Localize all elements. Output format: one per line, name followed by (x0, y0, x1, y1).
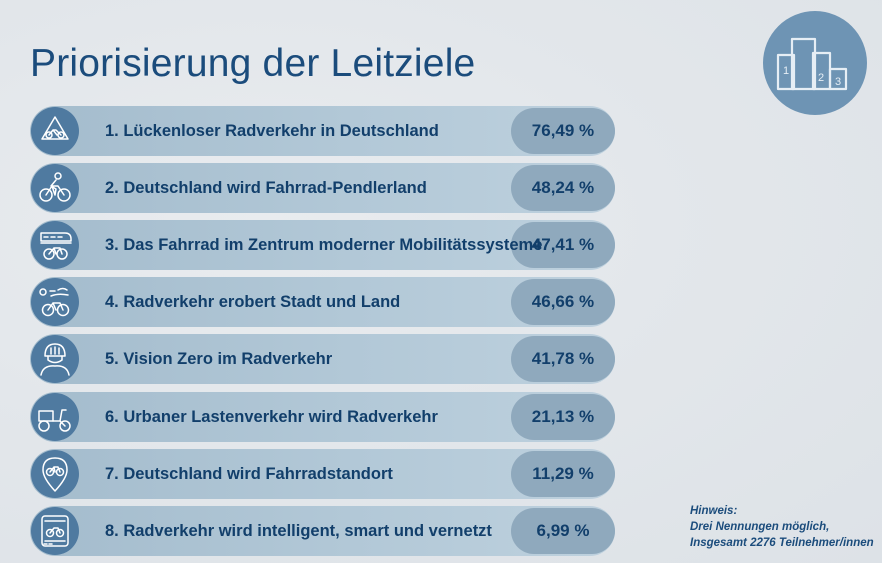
podium-number-2: 2 (818, 72, 824, 84)
bar-row: 76,49 % 1. Lückenloser Radverkehr in Deut… (30, 106, 615, 156)
note: Hinweis: Drei Nennungen möglich, Insgesa… (690, 503, 878, 551)
bar-label: 4. Radverkehr erobert Stadt und Land (105, 277, 400, 327)
bar-label: 5. Vision Zero im Radverkehr (105, 334, 332, 384)
bar-value: 41,78 % (511, 336, 615, 382)
location-pin-bicycle-icon (31, 450, 79, 498)
bar-value: 6,99 % (511, 508, 615, 554)
cyclist-icon (31, 164, 79, 212)
bar-label: 6. Urbaner Lastenverkehr wird Radverkehr (105, 392, 438, 442)
bar-value: 76,49 % (511, 108, 615, 154)
bar-row: 48,24 % 2. Deutschland wird Fahrrad-Pendl… (30, 163, 615, 213)
bar-value: 21,13 % (511, 394, 615, 440)
bar-row: 21,13 % 6. Urbaner Lastenverkehr wird Rad… (30, 392, 615, 442)
cargo-bike-icon (31, 393, 79, 441)
page-title: Priorisierung der Leitziele (30, 42, 475, 86)
note-line-1: Drei Nennungen möglich, (690, 519, 878, 535)
bar-value: 11,29 % (511, 451, 615, 497)
bar-row: 47,41 % 3. Das Fahrrad im Zentrum moderne… (30, 220, 615, 270)
bar-label: 8. Radverkehr wird intelligent, smart un… (105, 506, 492, 556)
bar-label: 2. Deutschland wird Fahrrad-Pendlerland (105, 163, 427, 213)
bar-row: 6,99 % 8. Radverkehr wird intelligent, sm… (30, 506, 615, 556)
helmet-person-icon (31, 335, 79, 383)
smart-device-bicycle-icon (31, 507, 79, 555)
podium-number-1: 1 (783, 65, 789, 77)
note-heading: Hinweis: (690, 503, 878, 519)
note-line-2: Insgesamt 2276 Teilnehmer/innen (690, 535, 878, 551)
train-bicycle-icon (31, 221, 79, 269)
bar-label: 7. Deutschland wird Fahrradstandort (105, 449, 393, 499)
bar-value: 46,66 % (511, 279, 615, 325)
bar-label: 1. Lückenloser Radverkehr in Deutschland (105, 106, 439, 156)
bar-row: 11,29 % 7. Deutschland wird Fahrradstando… (30, 449, 615, 499)
cycle-path-sign-icon (31, 107, 79, 155)
podium-icon: 1 2 3 (763, 11, 867, 115)
podium-number-3: 3 (835, 76, 841, 88)
city-country-bicycle-icon (31, 278, 79, 326)
bar-row: 41,78 % 5. Vision Zero im Radverkehr (30, 334, 615, 384)
bar-label: 3. Das Fahrrad im Zentrum moderner Mobil… (105, 220, 542, 270)
bar-value: 48,24 % (511, 165, 615, 211)
bar-row: 46,66 % 4. Radverkehr erobert Stadt und L… (30, 277, 615, 327)
